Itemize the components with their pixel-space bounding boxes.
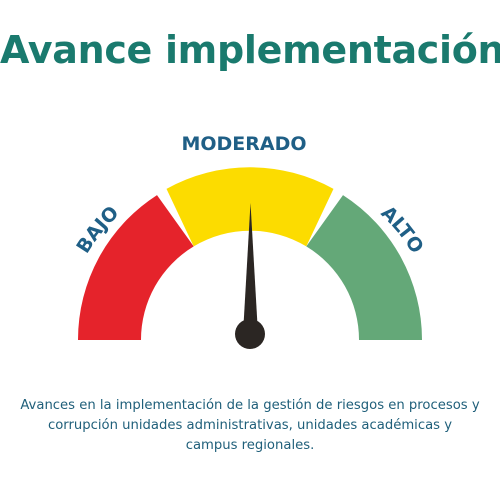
gauge-needle-hub <box>235 319 265 349</box>
gauge-label-moderado: MODERADO <box>181 133 306 155</box>
gauge-segment-bajo <box>77 195 194 340</box>
gauge-caption: Avances en la implementación de la gesti… <box>20 398 480 453</box>
gauge-segment-alto <box>306 195 423 340</box>
gauge-segment-moderado <box>166 167 334 247</box>
gauge-needle <box>243 203 258 334</box>
page-title: Avance implementación <box>0 28 500 72</box>
